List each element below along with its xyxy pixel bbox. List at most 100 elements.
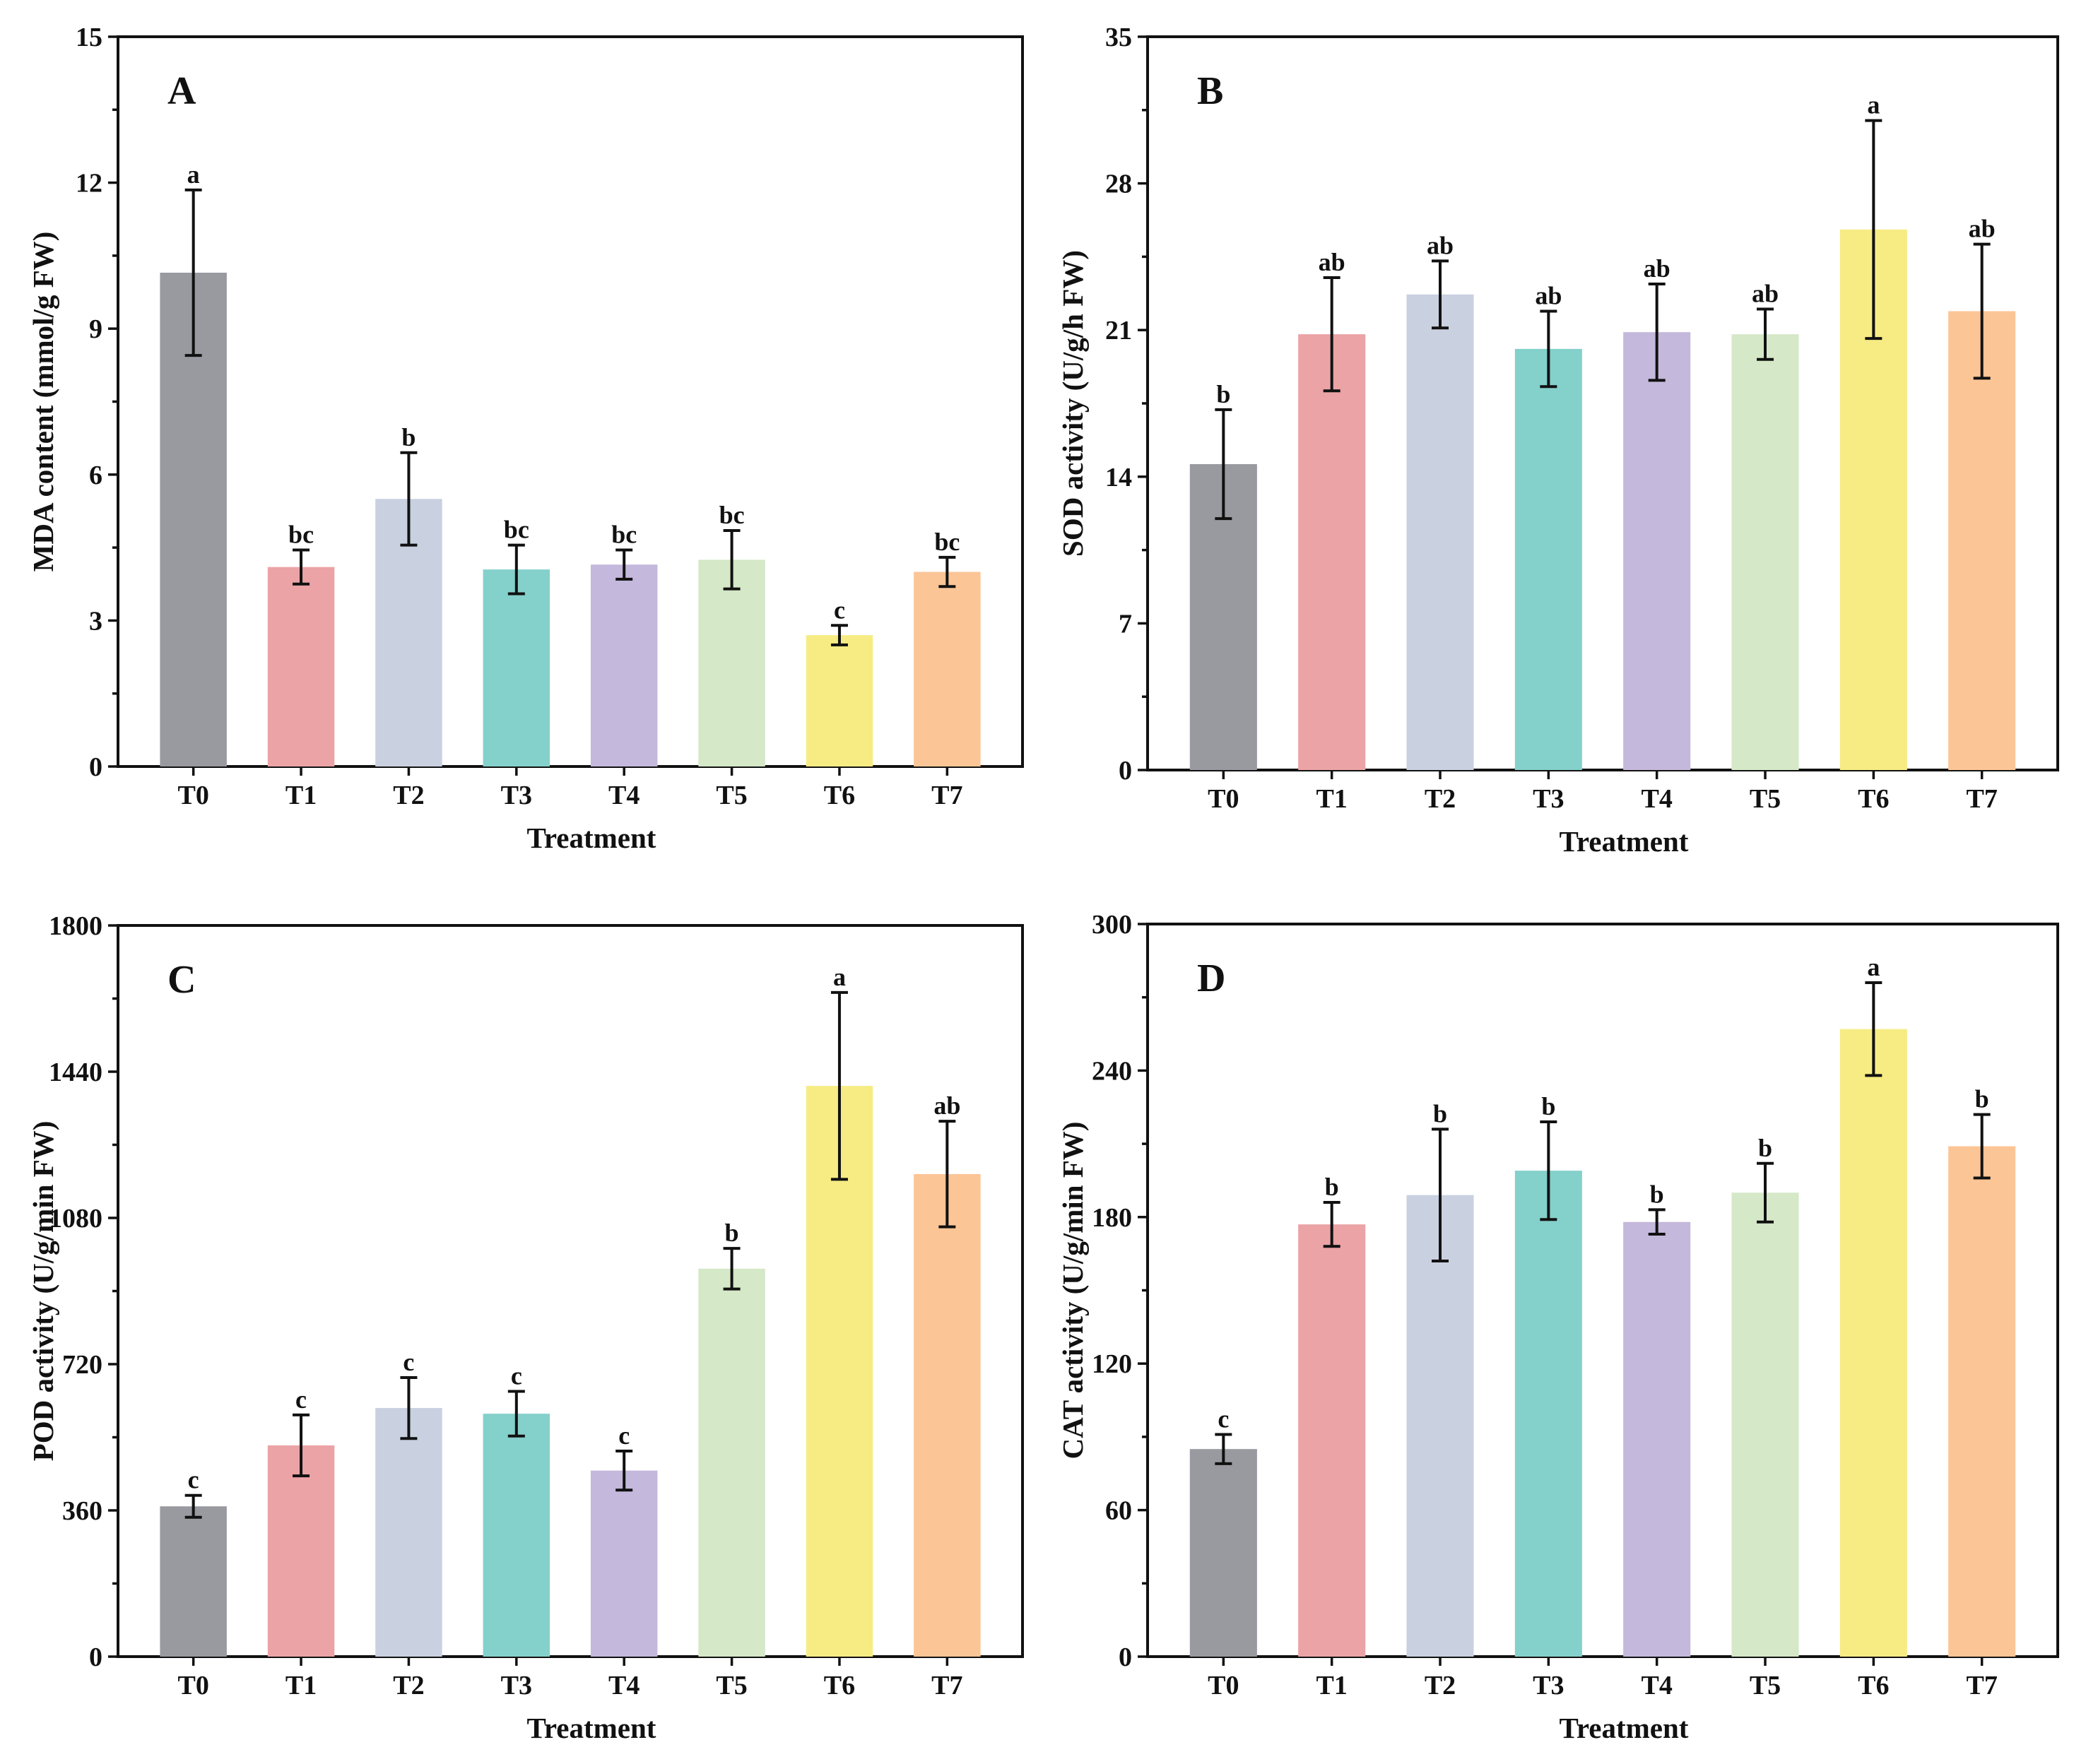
x-tick-label: T1 — [1316, 1671, 1347, 1700]
y-tick-label: 60 — [1105, 1496, 1132, 1526]
error-bar-t7 — [938, 555, 956, 588]
bar-t1 — [1298, 1224, 1366, 1657]
significance-label: b — [1650, 1180, 1664, 1208]
x-tick-label: T5 — [716, 781, 747, 810]
x-tick-label: T1 — [285, 781, 317, 810]
y-tick-label: 0 — [89, 1642, 102, 1672]
significance-label: ab — [1644, 254, 1671, 283]
panel-d-x-title: Treatment — [1560, 1712, 1689, 1744]
x-tick-label: T4 — [1641, 1671, 1672, 1700]
x-tick-label: T7 — [1966, 784, 1997, 814]
bar-t3 — [1514, 348, 1582, 770]
significance-label: ab — [933, 1091, 960, 1120]
y-tick-label: 7 — [1119, 609, 1132, 639]
error-bar-t7 — [1973, 1113, 1991, 1180]
y-tick-label: 720 — [62, 1350, 102, 1380]
bar-t1 — [267, 1445, 335, 1657]
x-tick-label: T1 — [285, 1671, 317, 1700]
y-tick-label: 35 — [1105, 23, 1132, 52]
x-tick-label: T3 — [501, 781, 532, 810]
significance-label: ab — [1427, 231, 1454, 259]
panel-d-label: D — [1197, 957, 1225, 1000]
bar-t5 — [1731, 334, 1799, 770]
error-bar-t2 — [1432, 1127, 1449, 1263]
bar-t5 — [698, 560, 765, 766]
bar-t1 — [267, 567, 335, 766]
y-tick-label: 12 — [76, 169, 102, 199]
y-tick-label: 300 — [1092, 910, 1132, 940]
bar-t5 — [1731, 1192, 1799, 1657]
y-tick-label: 28 — [1105, 170, 1132, 199]
significance-label: a — [1867, 953, 1880, 981]
significance-label: bc — [504, 516, 529, 544]
bar-t0 — [160, 1506, 227, 1657]
bar-t3 — [483, 569, 550, 766]
significance-label: ab — [1969, 215, 1996, 243]
panel-d: 0 60 120 180 240 300 T0 T1 T2 T3 T4 T5 T6 T7 c b b b b b a… — [1056, 910, 2059, 1744]
panel-c-x-title: Treatment — [527, 1712, 656, 1744]
y-tick-label: 9 — [89, 314, 102, 344]
bar-t1 — [1298, 334, 1366, 770]
significance-label: b — [1541, 1092, 1555, 1120]
y-tick-label: 120 — [1092, 1349, 1132, 1379]
bar-t6 — [806, 1086, 873, 1657]
significance-label: b — [401, 423, 416, 451]
y-tick-label: 1440 — [49, 1058, 102, 1087]
significance-label: c — [618, 1421, 630, 1450]
significance-label: b — [1758, 1134, 1772, 1162]
significance-label: b — [725, 1219, 739, 1247]
y-tick-label: 180 — [1092, 1203, 1132, 1233]
bar-t7 — [914, 572, 981, 766]
error-bar-t5 — [723, 528, 741, 591]
error-bar-t3 — [507, 1390, 525, 1438]
error-bar-t0 — [184, 188, 202, 357]
x-tick-label: T7 — [931, 781, 962, 810]
significance-label: c — [1218, 1404, 1229, 1433]
panel-c-bars: c c c c c b a ab — [160, 963, 981, 1657]
significance-label: ab — [1752, 280, 1779, 308]
error-bar-t3 — [1540, 1120, 1557, 1221]
panel-c-label: C — [167, 958, 196, 1002]
error-bar-t0 — [184, 1493, 202, 1519]
y-tick-label: 0 — [1119, 756, 1132, 786]
x-tick-label: T0 — [1208, 1671, 1239, 1700]
error-bar-t5 — [1757, 1161, 1774, 1224]
bar-t0 — [1189, 1449, 1257, 1657]
x-tick-label: T5 — [716, 1671, 747, 1700]
error-bar-t5 — [723, 1247, 741, 1291]
error-bar-t2 — [400, 451, 418, 547]
bar-t3 — [483, 1414, 550, 1657]
panel-d-x-axis: T0 T1 T2 T3 T4 T5 T6 T7 — [1208, 1657, 1998, 1700]
error-bar-t6 — [1865, 981, 1882, 1077]
y-tick-label: 6 — [89, 461, 102, 490]
error-bar-t7 — [938, 1120, 956, 1229]
y-tick-label: 1800 — [49, 911, 102, 941]
panel-a-bars: a bc b bc bc bc c bc — [160, 160, 981, 767]
error-bar-t7 — [1973, 242, 1991, 380]
bar-t4 — [1623, 332, 1691, 770]
error-bar-t1 — [293, 1413, 310, 1478]
y-tick-label: 0 — [1119, 1642, 1132, 1672]
bar-t7 — [914, 1173, 981, 1657]
significance-label: ab — [1535, 282, 1562, 310]
error-bar-t4 — [615, 548, 633, 581]
error-bar-t0 — [1215, 408, 1232, 521]
significance-label: c — [403, 1348, 414, 1376]
error-bar-t4 — [1648, 282, 1666, 382]
y-tick-label: 360 — [62, 1496, 102, 1526]
panel-d-y-axis: 0 60 120 180 240 300 — [1092, 910, 1148, 1672]
x-tick-label: T2 — [1425, 784, 1456, 814]
bar-t4 — [590, 1470, 658, 1657]
y-tick-label: 3 — [89, 606, 102, 636]
x-tick-label: T6 — [1858, 784, 1889, 814]
panel-c-y-title: POD activity (U/g/min FW) — [27, 1121, 59, 1462]
panel-b: 0 7 14 21 28 35 T0 T1 T2 T3 T4 T5 T6 T7 b ab ab ab ab ab a… — [1056, 23, 2059, 858]
error-bar-t1 — [1323, 1201, 1341, 1248]
x-tick-label: T6 — [1858, 1671, 1889, 1700]
x-tick-label: T2 — [1425, 1671, 1456, 1700]
significance-label: b — [1433, 1099, 1447, 1127]
error-bar-t0 — [1215, 1433, 1232, 1465]
